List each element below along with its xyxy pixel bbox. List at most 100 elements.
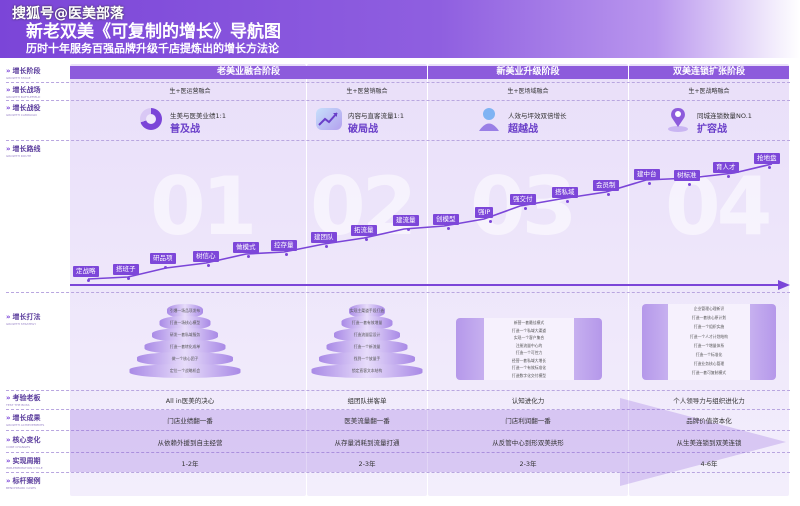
campaign-1-line: 生美与医美业绩1:1 (170, 112, 226, 120)
campaign-4-line: 同城连锁数量NO.1 (697, 112, 752, 120)
row-label-cycle: » 实现周期 IMPLEMENTATION CYCLE (6, 457, 43, 470)
phase-bar-2: 新美业升级阶段 (428, 66, 628, 79)
cycle-2: 2-3年 (358, 460, 376, 468)
core-change-1: 从依赖外援到自主经营 (157, 439, 223, 447)
pyramid-layer (341, 316, 393, 330)
pyramid-layer-label: 实现主渠道手段打造 (349, 308, 385, 313)
row-label-strategy: » 增长打法 GROWTH STRATEGY (6, 313, 41, 326)
pyramid-layer-label: 定位一个战略机会 (169, 368, 201, 373)
watermark: 搜狐号@医美部落 (12, 6, 124, 22)
tower-row: 经营一套私域大增长 (511, 357, 547, 363)
route-step: 建团队 (311, 232, 337, 243)
pyramid-layer (349, 304, 385, 318)
tower-row: 打造一个有效标准化 (511, 365, 547, 370)
route-dot (566, 200, 569, 203)
strategy-tower-1: 新营一套最佳模式 打造一个私域大渠道 实现一个客户集合 注册流量中心的 打造一个可控力经… (456, 318, 602, 380)
pyramid-layer-label: 研发一套私域服务 (169, 332, 201, 337)
pyramid-layer (319, 352, 415, 366)
stage-number-1: 01 (150, 160, 257, 253)
page-title: 新老双美《可复制的增长》导航图 (26, 22, 281, 42)
route-step: 抢地盘 (754, 153, 780, 164)
core-change-3: 从反管中心到形双美拱形 (492, 439, 564, 447)
tower-row: 打造一套可复制模式 (691, 370, 727, 376)
strategy-tower-2: 企业管理心理新识 打造一套核心原计划 打造一个组织实施 打造一个人才计划结构 打造一个增… (642, 304, 776, 380)
campaign-1-name: 普及战 (170, 124, 200, 135)
row-label-campaign: » 增长战役 GROWTH CAMPAIGN (6, 104, 41, 117)
route-step: 建中台 (634, 169, 660, 180)
column-bg-1 (70, 64, 306, 496)
pyramid-layer-label: 做一个核心团子 (171, 356, 199, 361)
row-label-benchmark: » 标杆案例 BENCHMARK CASES (6, 477, 41, 490)
achievement-3: 门店利润翻一番 (505, 417, 551, 425)
pyramid-layer (311, 364, 423, 378)
strategy-pyramid-2: 实现主渠道手段打造 打造一套有效增量 打造流量层设计 打造一个新流量 找到一个放量手 锁定… (310, 300, 424, 382)
pyramid-layer (152, 328, 218, 342)
route-dot (727, 175, 730, 178)
core-change-2: 从存量消耗到流量打通 (334, 439, 400, 447)
separator (6, 292, 790, 293)
route-step: 强交付 (510, 194, 536, 205)
growth-chart-icon (316, 108, 342, 130)
header-banner (0, 0, 800, 58)
route-step: 会员制 (593, 180, 619, 191)
separator (6, 472, 790, 473)
pie-chart-icon (140, 108, 162, 130)
pyramid-layer (144, 340, 226, 354)
route-step: 创模型 (433, 214, 459, 225)
tower-row: 打造一个标准化 (695, 352, 723, 357)
route-step: 做模式 (233, 242, 259, 253)
separator (6, 140, 790, 141)
route-step: 建流量 (393, 215, 419, 226)
phase-bar-1: 老美业融合阶段 (70, 66, 427, 79)
route-dot (365, 238, 368, 241)
separator (6, 409, 790, 410)
test-boss-4: 个人领导力与组织进化力 (673, 397, 745, 405)
battlefield-4: 生+医战略融合 (688, 88, 730, 95)
route-dot (247, 255, 250, 258)
route-step: 强IP (475, 207, 494, 218)
achievement-1: 门店业绩翻一番 (167, 417, 213, 425)
cycle-4: 4-6年 (700, 460, 718, 468)
route-dot (524, 207, 527, 210)
route-dot (607, 193, 610, 196)
test-boss-1: All in医美的决心 (165, 397, 215, 405)
achievement-4: 品牌价值资本化 (686, 417, 732, 425)
page-subtitle: 历时十年服务百强品牌升级千店提炼出的增长方法论 (26, 42, 279, 55)
route-dot (489, 220, 492, 223)
column-bg-4 (629, 64, 789, 496)
separator (6, 100, 790, 101)
campaign-3-name: 超越战 (508, 124, 538, 135)
tower-row: 打造一个人才计划结构 (690, 333, 728, 339)
route-step: 搭班子 (113, 264, 139, 275)
route-step: 树标准 (674, 170, 700, 181)
strategy-pyramid-1: 引爆一场品项发布 打造一场核心模型 研发一套私域服务 打造一套转化成单 做一个核心团子定… (125, 300, 245, 382)
row-label-battlefield: » 增长战场 GROWTH BATTLEFIELD (6, 86, 41, 99)
route-dot (285, 253, 288, 256)
column-bg-2 (307, 64, 427, 496)
tower-row: 打造一套核心原计划 (691, 315, 727, 321)
location-pin-icon (666, 106, 690, 132)
row-label-test-boss: » 考验老板 TEST THE BOSS (6, 394, 41, 407)
pyramid-layer (334, 328, 400, 342)
tower-row: 打造数字化交付模型 (511, 372, 547, 378)
route-dot (325, 245, 328, 248)
campaign-3-line: 人效与坪效双倍增长 (508, 112, 567, 120)
core-change-4: 从生美连锁到双美连锁 (676, 439, 742, 447)
tower-row: 企业管理心理新识 (693, 306, 725, 311)
stage-number-3: 03 (470, 160, 577, 253)
pyramid-layer-label: 引爆一场品项发布 (169, 308, 201, 313)
cycle-1: 1-2年 (181, 460, 199, 468)
tower-row: 打造一个私域大渠道 (511, 327, 547, 333)
campaign-2-line: 内容与直客流量1:1 (348, 112, 404, 120)
route-dot (407, 228, 410, 231)
battlefield-1: 生+医运营融合 (169, 88, 211, 95)
route-step: 拓流量 (351, 225, 377, 236)
campaign-2-name: 破局战 (348, 124, 378, 135)
test-boss-3: 认知进化力 (511, 397, 545, 405)
tower-row: 注册流量中心的 (515, 342, 543, 348)
route-step: 控存量 (271, 240, 297, 251)
battlefield-3: 生+医场域融合 (507, 88, 549, 95)
separator (6, 452, 790, 453)
pyramid-layer (326, 340, 408, 354)
achievement-2: 医美流量翻一番 (344, 417, 390, 425)
